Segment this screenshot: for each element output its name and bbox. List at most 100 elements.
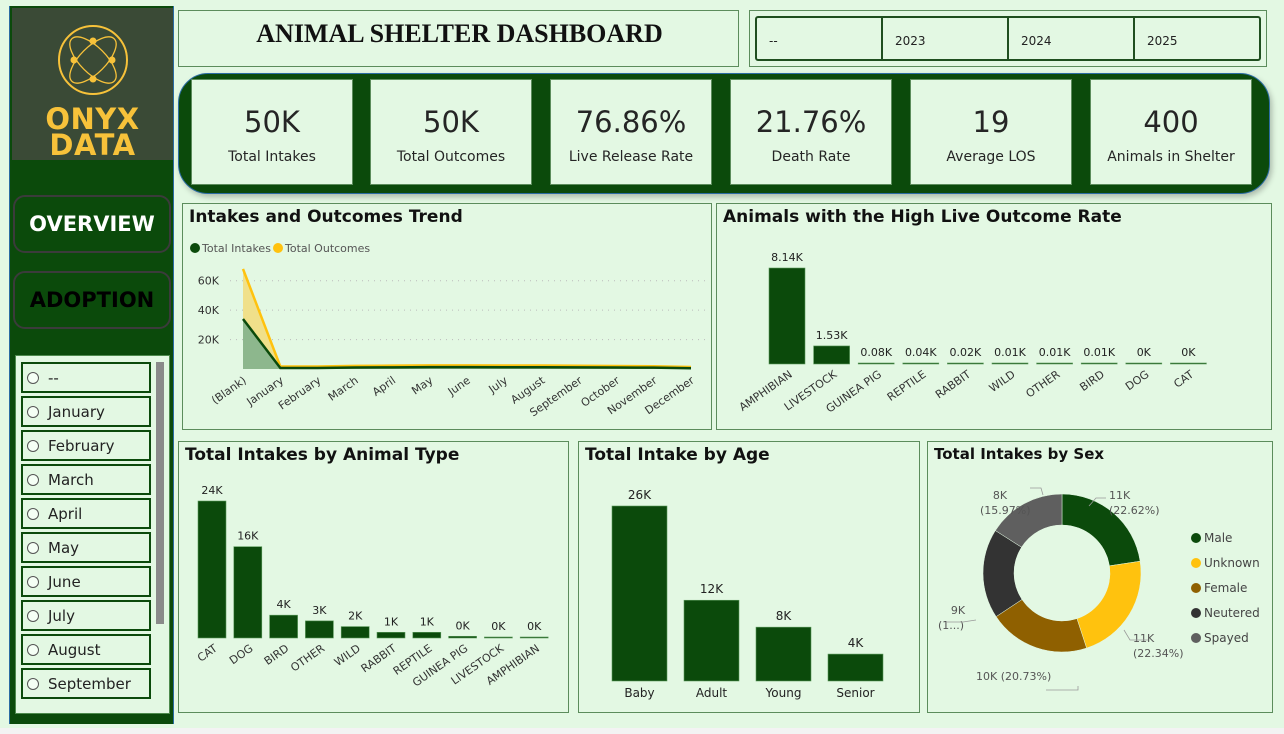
month-option-label: February: [48, 436, 115, 455]
year-slicer-tiles: -- 2023 2024 2025: [755, 16, 1261, 61]
radio-icon: [27, 439, 39, 452]
legend-marker: [190, 243, 200, 253]
year-option[interactable]: 2025: [1147, 34, 1178, 48]
data-label: 0.08K: [860, 346, 892, 359]
trend-chart-panel: Total Intakes Total Outcomes 20K 40K 60K (Bla…: [182, 203, 712, 430]
month-option[interactable]: July: [21, 600, 151, 631]
kpi-card-death-rate: 21.76% Death Rate: [730, 79, 892, 185]
data-label: 0.02K: [950, 346, 982, 359]
year-option[interactable]: 2023: [883, 18, 1009, 59]
slice-label-percent: (22.62%): [1109, 504, 1160, 517]
kpi-label: Total Outcomes: [396, 149, 506, 165]
slice-label-percent: (22.34%): [1133, 647, 1184, 660]
live-outcome-chart-title: Animals with the High Live Outcome Rate: [723, 207, 1122, 227]
x-tick-label: RABBIT: [933, 368, 973, 402]
month-option-label: June: [48, 572, 81, 591]
month-slicer-scrollbar[interactable]: [156, 362, 164, 624]
month-option-label: August: [48, 640, 101, 659]
data-label: 24K: [201, 484, 223, 497]
month-option[interactable]: September: [21, 668, 151, 699]
month-option[interactable]: April: [21, 498, 151, 529]
live-outcome-chart: 8.14KAMPHIBIAN1.53KLIVESTOCK0.08KGUINEA …: [737, 251, 1207, 415]
kpi-label: Live Release Rate: [568, 149, 694, 165]
year-option[interactable]: 2024: [1009, 18, 1135, 59]
bar: [305, 620, 334, 639]
x-tick-label: Adult: [696, 686, 728, 700]
month-slicer: -- January February March April May June…: [15, 355, 170, 714]
leader-line: [1088, 497, 1106, 507]
donut-slice: [995, 493, 1063, 548]
radio-icon: [27, 643, 39, 656]
bar: [755, 626, 812, 682]
x-tick-label: June: [445, 374, 473, 399]
type-chart-title: Total Intakes by Animal Type: [185, 445, 460, 465]
bar: [1036, 362, 1073, 365]
legend-marker: [1191, 533, 1201, 543]
bar: [448, 635, 477, 639]
x-tick-label: Young: [765, 686, 802, 700]
kpi-value: 19: [972, 105, 1010, 139]
x-tick-label: (Blank): [209, 374, 249, 407]
bar: [519, 636, 549, 639]
month-option[interactable]: August: [21, 634, 151, 665]
kpi-value: 21.76%: [755, 105, 867, 139]
kpi-card-average-los: 19 Average LOS: [910, 79, 1072, 185]
x-tick-label: BIRD: [262, 642, 291, 668]
y-tick-label: 60K: [198, 275, 220, 288]
slice-label-value: 8K: [993, 489, 1008, 502]
data-label: 12K: [700, 582, 724, 596]
month-option-label: May: [48, 538, 80, 557]
month-option[interactable]: February: [21, 430, 151, 461]
logo: ONYX DATA: [12, 8, 173, 160]
x-tick-label: OTHER: [288, 642, 327, 675]
kpi-label: Total Intakes: [228, 149, 316, 165]
bar: [376, 631, 406, 639]
bar: [340, 626, 370, 639]
bar: [768, 267, 806, 365]
data-label: 3K: [312, 604, 327, 617]
month-option[interactable]: June: [21, 566, 151, 597]
adoption-nav-button[interactable]: ADOPTION: [13, 271, 171, 329]
sex-chart-title: Total Intakes by Sex: [934, 445, 1105, 463]
leader-line: [1123, 629, 1148, 641]
legend-marker: [1191, 583, 1201, 593]
overview-nav-button[interactable]: OVERVIEW: [13, 195, 171, 253]
bar: [827, 653, 884, 682]
legend-marker: [1191, 608, 1201, 618]
leader-line: [1030, 487, 1044, 496]
month-option[interactable]: January: [21, 396, 151, 427]
month-option[interactable]: May: [21, 532, 151, 563]
radio-icon: [27, 575, 39, 588]
logo-text-line2: DATA: [49, 128, 136, 162]
radio-icon: [27, 473, 39, 486]
trend-chart-title: Intakes and Outcomes Trend: [189, 207, 463, 227]
radio-icon: [27, 371, 39, 384]
bar: [1080, 362, 1118, 365]
slice-label-value: 11K: [1109, 489, 1131, 502]
onyx-globe-icon: [58, 25, 128, 95]
bar: [857, 362, 895, 365]
month-option[interactable]: --: [21, 362, 151, 393]
kpi-label: Animals in Shelter: [1107, 149, 1235, 165]
data-label: 0K: [1181, 346, 1196, 359]
kpi-value: 400: [1143, 105, 1199, 139]
kpi-card-total-intakes: 50K Total Intakes: [191, 79, 353, 185]
data-label: 4K: [276, 598, 291, 611]
month-option-label: --: [48, 368, 59, 387]
bar: [269, 614, 298, 639]
data-label: 0K: [527, 620, 542, 633]
radio-icon: [27, 609, 39, 622]
legend-marker: [1191, 558, 1201, 568]
leader-line: [1046, 686, 1079, 691]
year-option[interactable]: --: [757, 18, 883, 59]
x-tick-label: May: [409, 374, 435, 398]
legend-label: Spayed: [1204, 631, 1249, 645]
bar: [412, 631, 442, 639]
x-tick-label: Baby: [624, 686, 654, 700]
outcomes-line: [241, 268, 692, 369]
bar: [683, 599, 740, 682]
leader-line: [946, 619, 977, 623]
bar: [1170, 362, 1207, 365]
month-option[interactable]: March: [21, 464, 151, 495]
bar: [947, 362, 984, 365]
